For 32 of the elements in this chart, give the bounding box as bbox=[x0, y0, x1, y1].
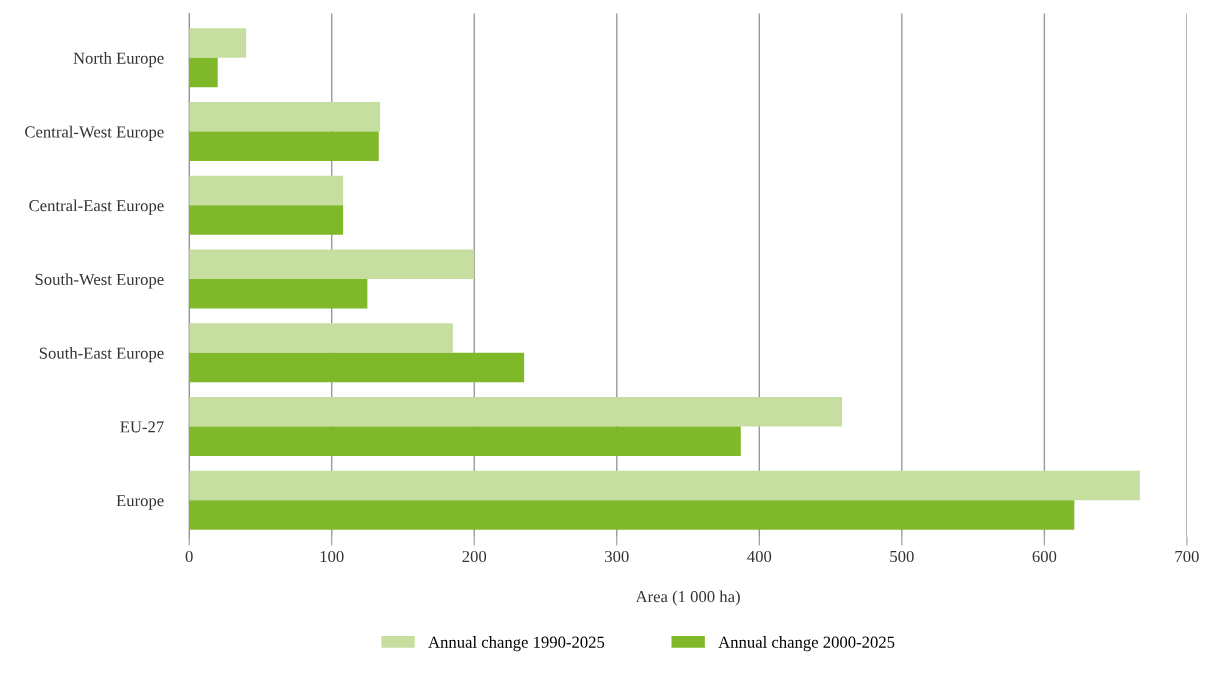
x-tick-label: 0 bbox=[185, 550, 193, 563]
bar bbox=[189, 426, 741, 457]
x-tick-label: 600 bbox=[1032, 550, 1057, 563]
y-tick-label: North Europe bbox=[73, 52, 164, 68]
y-tick-label: Central-East Europe bbox=[29, 199, 164, 215]
bar bbox=[189, 352, 525, 383]
y-tick-label: Central-West Europe bbox=[25, 125, 164, 141]
bar bbox=[189, 175, 344, 206]
legend-label: Annual change 1990-2025 bbox=[428, 636, 605, 652]
y-tick-label: South-West Europe bbox=[35, 273, 164, 289]
bar bbox=[189, 102, 381, 132]
bar bbox=[189, 279, 368, 309]
y-tick-label: Europe bbox=[116, 495, 164, 510]
y-tick-label: EU-27 bbox=[120, 421, 164, 433]
x-tick-label: 500 bbox=[890, 550, 914, 563]
bar bbox=[189, 28, 247, 58]
bar bbox=[189, 205, 344, 235]
bar bbox=[189, 397, 842, 427]
x-tick-label: 100 bbox=[320, 550, 344, 563]
x-tick-label: 200 bbox=[462, 550, 487, 563]
x-tick-label: 300 bbox=[605, 550, 629, 563]
x-tick-label: 400 bbox=[747, 550, 772, 563]
bar bbox=[189, 249, 475, 280]
bar bbox=[189, 57, 218, 88]
legend-label: Annual change 2000-2025 bbox=[718, 636, 895, 652]
x-axis-title: Area (1 000 ha) bbox=[635, 590, 740, 606]
bar bbox=[189, 470, 1140, 501]
bar bbox=[189, 131, 379, 162]
x-tick-label: 700 bbox=[1175, 550, 1199, 563]
bar bbox=[189, 500, 1075, 530]
bar bbox=[189, 323, 453, 353]
y-tick-label: South-East Europe bbox=[39, 347, 164, 363]
